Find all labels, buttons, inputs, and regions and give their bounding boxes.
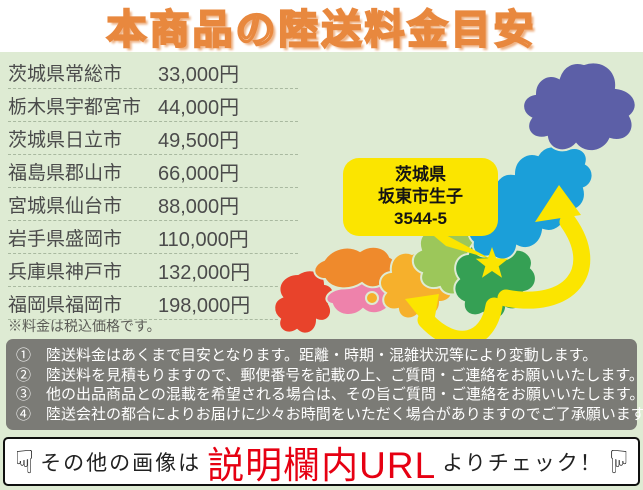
fee-city: 福島県郡山市: [8, 162, 123, 184]
table-row: 兵庫県神戸市 132,000円: [8, 254, 298, 287]
fee-price: 49,500円: [158, 129, 240, 152]
origin-city: 坂東市生子: [378, 187, 463, 206]
table-row: 栃木県宇都宮市 44,000円: [8, 89, 298, 122]
banner-url-highlight: 説明欄内URL: [207, 444, 437, 486]
origin-callout: 茨城県 坂東市生子 3544-5: [343, 158, 498, 236]
fee-price: 198,000円: [158, 294, 251, 317]
fee-price: 33,000円: [158, 63, 240, 86]
fee-city: 宮城県仙台市: [8, 195, 123, 217]
fee-price: 44,000円: [158, 96, 240, 119]
note-item: ③ 他の出品商品との混載を希望される場合は、その旨ご質問・ご連絡をお願いいたしま…: [16, 386, 643, 403]
region-hokkaido: [522, 61, 637, 153]
fee-city: 茨城県常総市: [8, 63, 123, 85]
table-row: 岩手県盛岡市 110,000円: [8, 221, 298, 254]
table-row: 茨城県常総市 33,000円: [8, 56, 298, 89]
arrow-northeast: [497, 213, 591, 309]
hand-down-left-icon: ☟: [14, 443, 35, 480]
arrow-southwest-head: [405, 294, 439, 333]
fee-city: 岩手県盛岡市: [8, 228, 123, 250]
fee-city: 福岡県福岡市: [8, 294, 123, 316]
hand-down-right-icon: ☟: [608, 443, 629, 480]
fee-price: 110,000円: [158, 228, 249, 251]
notes-box: ① 陸送料金はあくまで目安となります。距離・時期・混雑状況等により変動します。 …: [6, 339, 643, 430]
origin-address-number: 3544-5: [394, 209, 447, 228]
arrow-southwest: [417, 297, 503, 340]
note-item: ④ 陸送会社の都合によりお届けに少々お時間をいただく場合がありますのでご了承願い…: [16, 405, 643, 423]
region-kansai-awaji-island: [365, 291, 379, 305]
fee-price: 66,000円: [158, 162, 240, 185]
region-kyushu: [273, 269, 335, 335]
fee-table: 茨城県常総市 33,000円 栃木県宇都宮市 44,000円 茨城県日立市 49…: [8, 56, 298, 320]
note-item: ① 陸送料金はあくまで目安となります。距離・時期・混雑状況等により変動します。: [16, 347, 598, 364]
table-row: 福島県郡山市 66,000円: [8, 155, 298, 188]
fee-city: 兵庫県神戸市: [8, 261, 123, 283]
tax-note: ※料金は税込価格です。: [8, 318, 161, 334]
header: 本商品の陸送料金目安: [0, 0, 643, 53]
note-item: ② 陸送料を見積もりますので、郵便番号を記載の上、ご質問・ご連絡をお願いいたしま…: [16, 366, 643, 384]
banner-prefix: その他の画像は: [40, 451, 202, 475]
fee-city: 栃木県宇都宮市: [8, 96, 142, 118]
more-images-banner: ☟ その他の画像は 説明欄内URL よりチェック！ ☟: [3, 437, 640, 486]
origin-prefecture: 茨城県: [395, 165, 446, 184]
fee-price: 132,000円: [158, 261, 251, 284]
arrow-northeast-head: [535, 185, 581, 222]
page-title: 本商品の陸送料金目安: [106, 7, 537, 53]
table-row: 福岡県福岡市 198,000円: [8, 287, 298, 320]
banner-suffix: よりチェック！: [442, 451, 603, 475]
origin-star-icon: [475, 247, 509, 278]
fee-price: 88,000円: [158, 195, 240, 218]
japan-map: [273, 61, 637, 340]
fee-city: 茨城県日立市: [8, 129, 123, 151]
table-row: 茨城県日立市 49,500円: [8, 122, 298, 155]
table-row: 宮城県仙台市 88,000円: [8, 188, 298, 221]
